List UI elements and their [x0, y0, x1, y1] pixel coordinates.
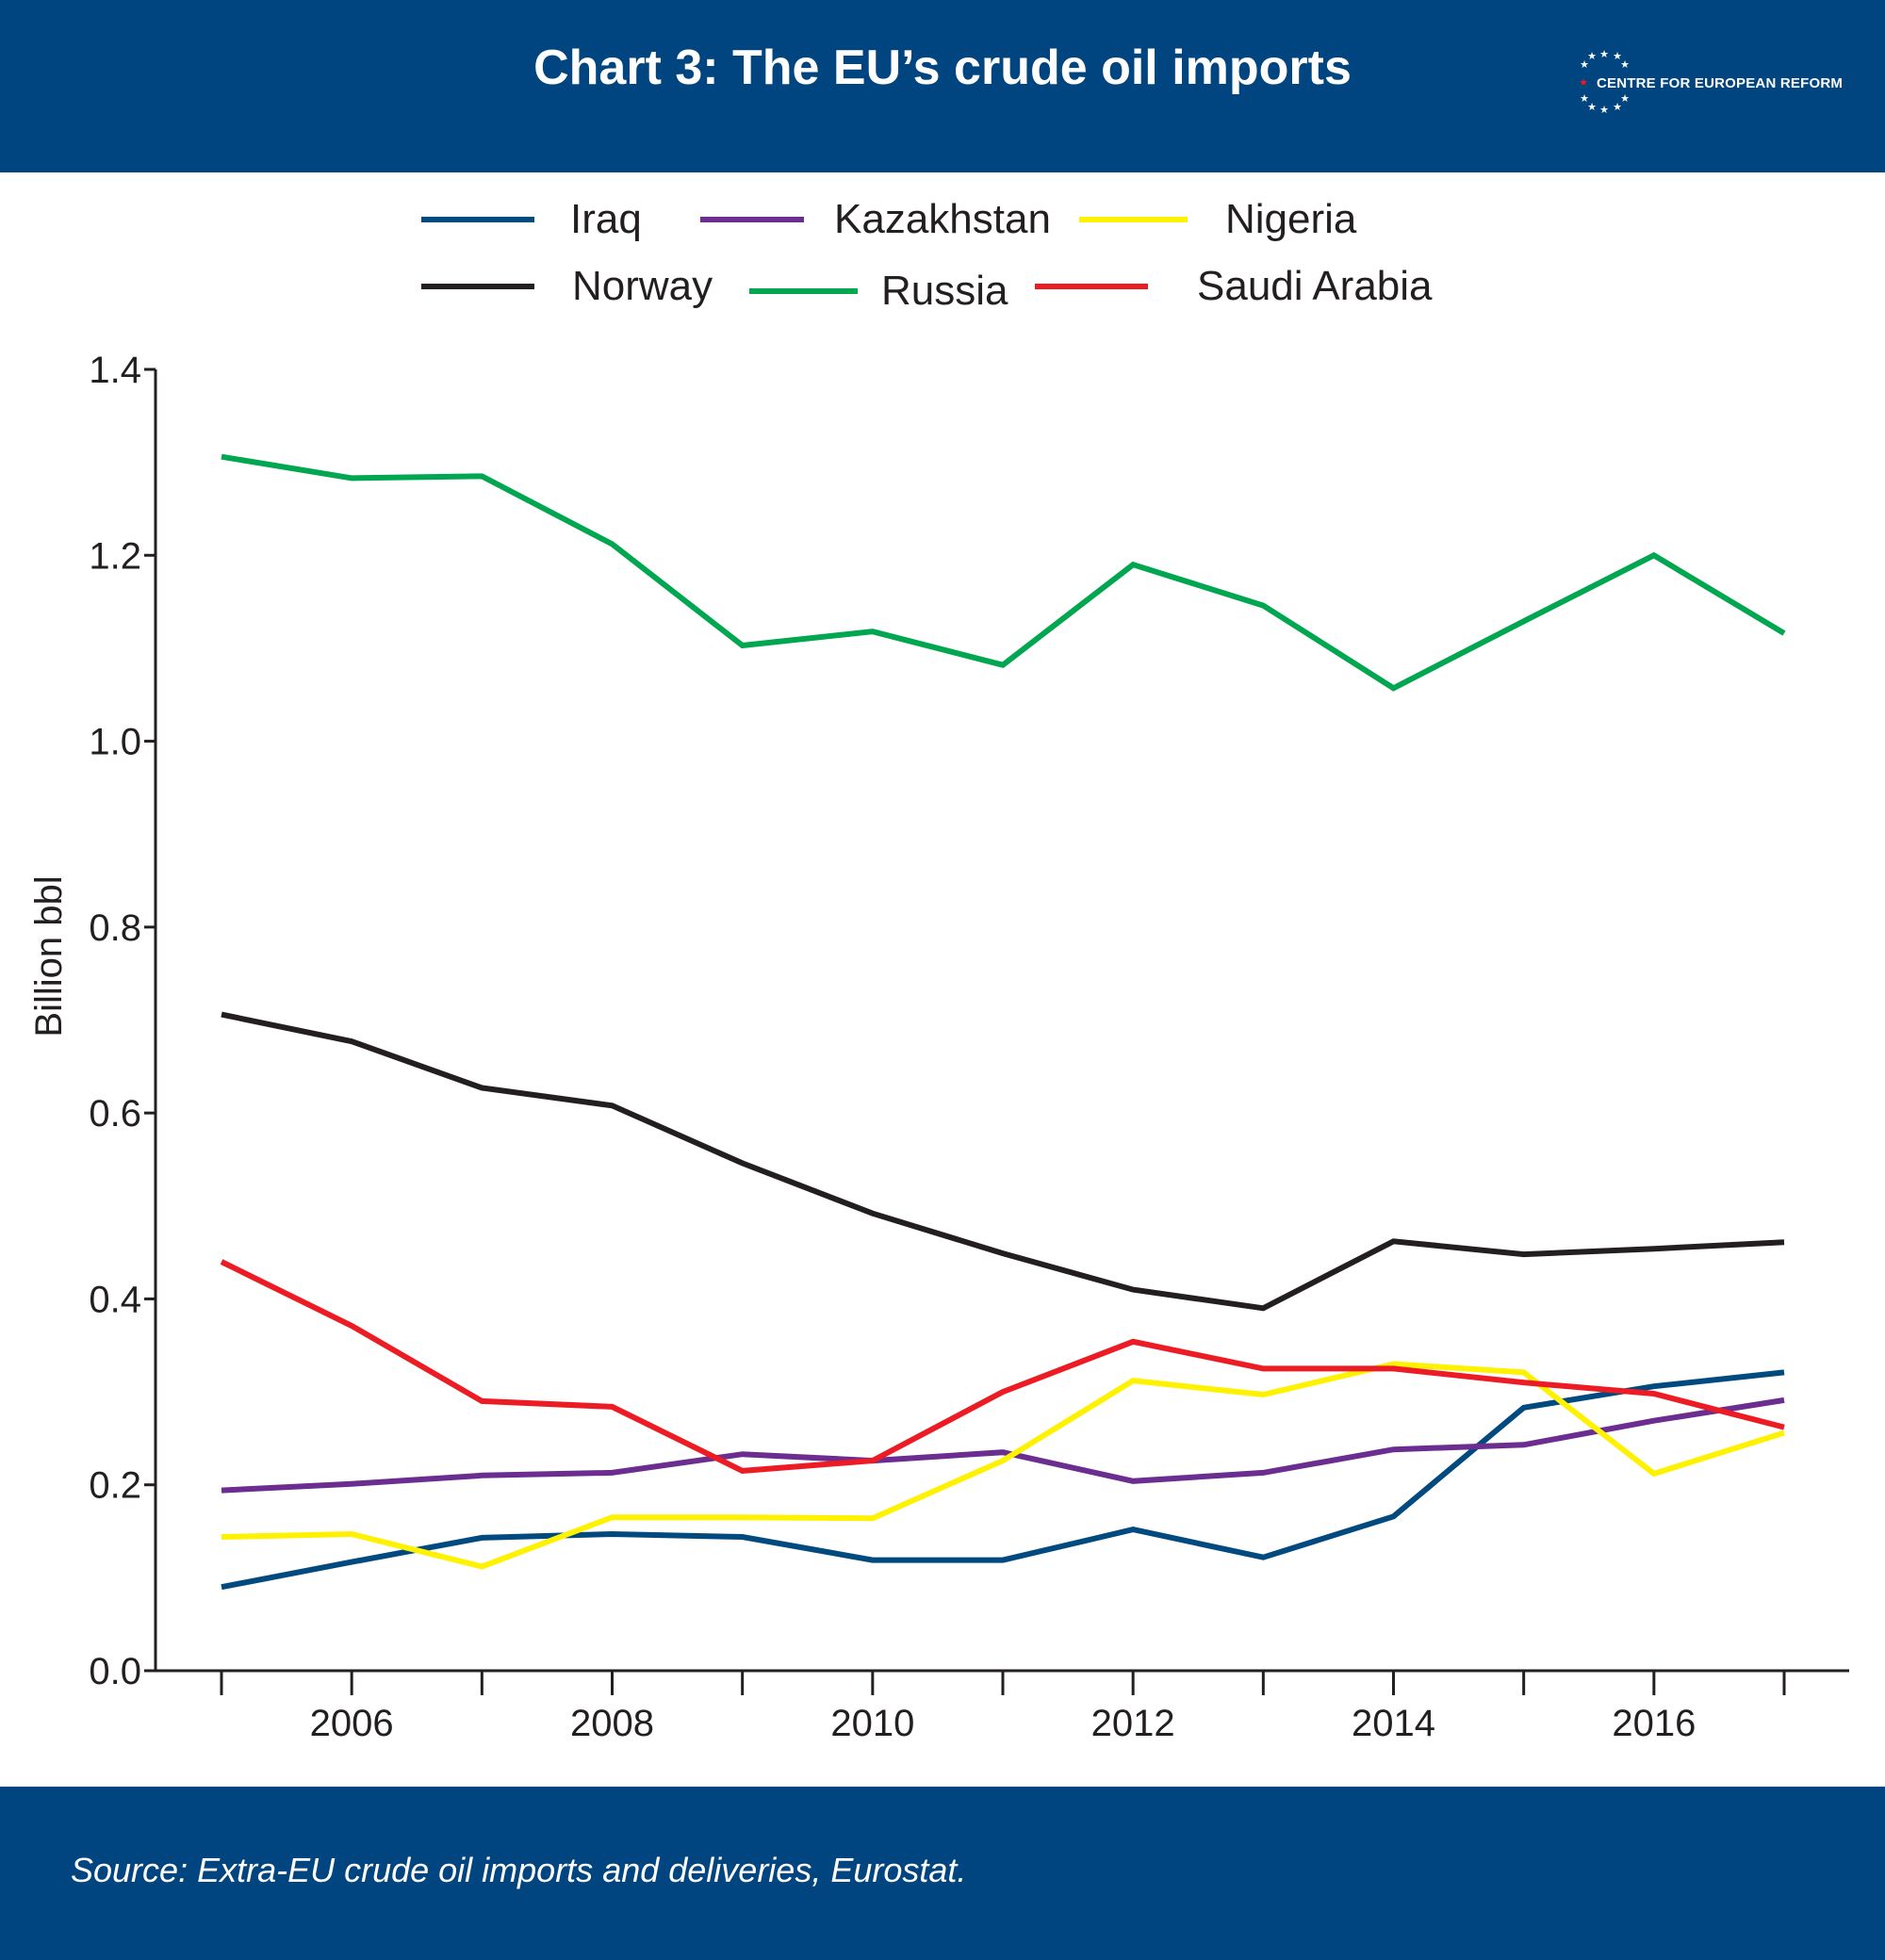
series-line-kazakhstan: [221, 1396, 1785, 1494]
svg-text:★: ★: [1620, 92, 1630, 105]
chart-header: Chart 3: The EU’s crude oil imports ★ ★ …: [0, 0, 1885, 172]
svg-text:★: ★: [1599, 104, 1609, 116]
svg-text:★: ★: [1580, 58, 1589, 71]
chart-footer: Source: Extra-EU crude oil imports and d…: [0, 1787, 1885, 1960]
cer-logo: ★ ★ ★ ★ ★ ★ ★ ★ ★ ★ ★ CENTRE FOR EUROPEA…: [1576, 47, 1843, 124]
series-line-saudi-arabia: [220, 1259, 1785, 1474]
series-line-norway: [221, 1011, 1785, 1312]
y-tick-label: 0.0: [89, 1651, 141, 1692]
logo-text: CENTRE FOR EUROPEAN REFORM: [1597, 75, 1844, 91]
x-tick-label: 2010: [830, 1703, 914, 1744]
series-line-russia: [221, 453, 1786, 692]
svg-text:★: ★: [1613, 101, 1622, 113]
series-line-nigeria: [221, 1361, 1785, 1570]
svg-text:★: ★: [1613, 50, 1622, 62]
y-tick-label: 0.2: [89, 1465, 141, 1507]
y-tick-label: 1.4: [89, 350, 141, 391]
svg-text:★: ★: [1580, 92, 1589, 105]
svg-text:★: ★: [1620, 58, 1630, 71]
x-tick-label: 2016: [1612, 1703, 1696, 1744]
legend-label-norway: Norway: [572, 263, 713, 309]
svg-text:★: ★: [1579, 76, 1588, 89]
y-tick-label: 0.8: [89, 907, 141, 949]
legend-label-iraq: Iraq: [570, 196, 642, 242]
series-line-iraq: [221, 1369, 1785, 1591]
line-chart: 0.0 0.2 0.4 0.6 0.8 1.0 1.2 1.4 2006 2008 2010 2012…: [28, 196, 1849, 1744]
chart-title: Chart 3: The EU’s crude oil imports: [533, 41, 1352, 95]
svg-text:★: ★: [1599, 48, 1609, 60]
legend-label-saudi-arabia: Saudi Arabia: [1197, 263, 1433, 309]
eu-stars-icon: ★ ★ ★ ★ ★ ★ ★ ★ ★ ★ ★: [1579, 48, 1630, 116]
y-tick-label: 0.4: [89, 1279, 141, 1320]
y-tick-label: 1.2: [89, 535, 141, 577]
x-tick-label: 2012: [1091, 1703, 1175, 1744]
x-tick-label: 2006: [310, 1703, 394, 1744]
y-tick-label: 0.6: [89, 1093, 141, 1135]
legend-label-nigeria: Nigeria: [1225, 196, 1357, 242]
legend-label-kazakhstan: Kazakhstan: [834, 196, 1051, 242]
legend-label-russia: Russia: [881, 268, 1008, 314]
y-axis-title: Billion bbl: [28, 875, 70, 1037]
svg-text:★: ★: [1587, 101, 1597, 113]
source-note: Source: Extra-EU crude oil imports and d…: [71, 1851, 967, 1889]
svg-text:★: ★: [1587, 50, 1597, 62]
x-tick-label: 2008: [570, 1703, 654, 1744]
y-tick-label: 1.0: [89, 722, 141, 763]
x-tick-label: 2014: [1352, 1703, 1435, 1744]
